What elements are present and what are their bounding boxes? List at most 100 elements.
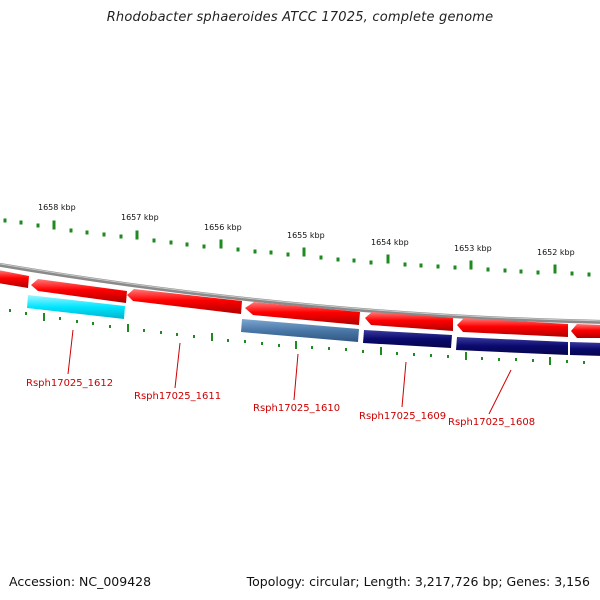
tick-minor — [160, 331, 162, 334]
tick-major — [43, 313, 45, 321]
cds-arrow[interactable] — [571, 324, 600, 338]
tick-minor — [336, 257, 340, 262]
tick-minor — [236, 247, 240, 252]
tick-minor — [447, 355, 449, 358]
inner-feature-track — [27, 295, 600, 356]
tick-minor — [570, 271, 574, 276]
tick-major — [211, 333, 213, 341]
tick-minor — [430, 354, 432, 357]
tick-minor — [3, 218, 7, 223]
cds-arrow[interactable] — [127, 289, 242, 314]
tick-major — [549, 357, 551, 365]
tick-minor — [362, 350, 364, 353]
tick-minor — [25, 312, 27, 315]
tick-minor — [328, 347, 330, 350]
leader-line — [401, 361, 407, 408]
tick-minor — [436, 264, 440, 269]
tick-minor — [311, 346, 313, 349]
tick-minor — [583, 361, 585, 364]
gene-label[interactable]: Rsph17025_1612 — [26, 378, 113, 389]
leader-line — [174, 342, 181, 389]
tick-major — [135, 230, 139, 240]
tick-minor — [481, 357, 483, 360]
gene-label[interactable]: Rsph17025_1610 — [253, 403, 340, 414]
kbp-labels: 1658 kbp 1657 kbp 1656 kbp 1655 kbp 1654… — [38, 203, 575, 257]
label-leaders — [67, 329, 512, 415]
tick-minor — [352, 258, 356, 263]
feature-block-navy[interactable] — [570, 342, 600, 356]
tick-minor — [76, 320, 78, 323]
feature-block-cyan[interactable] — [27, 295, 125, 319]
tick-minor — [59, 317, 61, 320]
tick-minor — [403, 262, 407, 267]
tick-minor — [396, 352, 398, 355]
tick-minor — [253, 249, 257, 254]
tick-minor — [519, 269, 523, 274]
tick-minor — [193, 335, 195, 338]
genome-summary-text: Topology: circular; Length: 3,217,726 bp… — [246, 574, 590, 589]
outer-tick-track — [3, 218, 591, 277]
tick-minor — [176, 333, 178, 336]
tick-minor — [227, 339, 229, 342]
kbp-label: 1652 kbp — [537, 248, 575, 257]
tick-major — [52, 220, 56, 230]
tick-major — [553, 264, 557, 274]
tick-minor — [85, 230, 89, 235]
tick-major — [295, 341, 297, 349]
kbp-label: 1658 kbp — [38, 203, 76, 212]
tick-minor — [92, 322, 94, 325]
tick-minor — [498, 358, 500, 361]
kbp-label: 1657 kbp — [121, 213, 159, 222]
tick-major — [386, 254, 390, 264]
gene-label[interactable]: Rsph17025_1611 — [134, 391, 221, 402]
accession-text: Accession: NC_009428 — [9, 574, 152, 589]
tick-minor — [486, 267, 490, 272]
tick-minor — [419, 263, 423, 268]
gene-label[interactable]: Rsph17025_1609 — [359, 411, 446, 422]
tick-major — [469, 260, 473, 270]
tick-minor — [69, 228, 73, 233]
cds-arrow[interactable] — [365, 312, 453, 331]
tick-minor — [319, 255, 323, 260]
gene-label[interactable]: Rsph17025_1608 — [448, 417, 535, 428]
tick-minor — [119, 234, 123, 239]
tick-major — [127, 324, 129, 332]
tick-minor — [278, 344, 280, 347]
tick-minor — [503, 268, 507, 273]
cds-track — [0, 270, 600, 338]
feature-block-navy[interactable] — [363, 330, 452, 348]
tick-minor — [515, 358, 517, 361]
feature-block-steelblue[interactable] — [241, 319, 359, 342]
tick-minor — [532, 359, 534, 362]
cds-arrow[interactable] — [457, 318, 568, 337]
cds-arrow[interactable] — [31, 279, 127, 303]
kbp-label: 1653 kbp — [454, 244, 492, 253]
tick-minor — [566, 360, 568, 363]
tick-minor — [202, 244, 206, 249]
feature-block-navy[interactable] — [456, 337, 568, 355]
tick-minor — [36, 223, 40, 228]
tick-minor — [9, 309, 11, 312]
tick-minor — [369, 260, 373, 265]
tick-minor — [152, 238, 156, 243]
gene-labels: Rsph17025_1612 Rsph17025_1611 Rsph17025_… — [26, 378, 535, 428]
cds-arrow[interactable] — [245, 302, 360, 325]
tick-minor — [102, 232, 106, 237]
leader-line — [293, 353, 299, 401]
tick-minor — [169, 240, 173, 245]
cds-arrow[interactable] — [0, 270, 29, 288]
tick-minor — [261, 342, 263, 345]
tick-major — [302, 247, 306, 257]
tick-minor — [345, 348, 347, 351]
tick-major — [465, 352, 467, 360]
leader-line — [488, 369, 512, 415]
tick-minor — [244, 340, 246, 343]
tick-minor — [453, 265, 457, 270]
tick-minor — [536, 270, 540, 275]
kbp-label: 1656 kbp — [204, 223, 242, 232]
genome-backbone — [0, 262, 600, 324]
tick-major — [219, 239, 223, 249]
tick-major — [380, 347, 382, 355]
